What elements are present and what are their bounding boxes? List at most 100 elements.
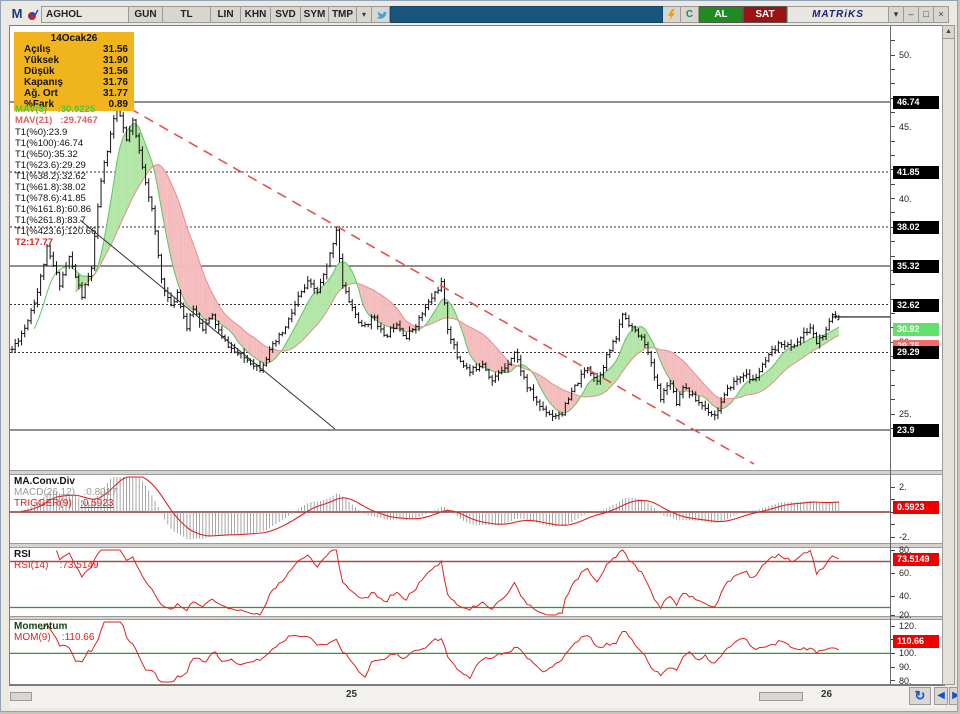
price-level-badge: 30.92 [893, 322, 939, 336]
momentum-value-badge: 110.66 [893, 634, 939, 648]
symbol-icon [25, 6, 41, 23]
chevron-down-icon[interactable]: ▾ [357, 6, 372, 23]
bar-info-row: Düşük 31.56 [24, 66, 128, 77]
price-axis[interactable]: 50.45.40.35.30.25.2.-2.80.60.40.20.120.1… [890, 26, 945, 686]
mav-slow-label: MAV(21) :29.7467 [15, 115, 98, 126]
titlebar: M AGHOL GUN TL LIN KHN SVD SYM TMP ▾ C AL SAT … [9, 6, 949, 23]
macd-pane[interactable]: MA.Conv.Div MACD(26,12) :0.8017 TRIGGER(… [10, 475, 890, 543]
toolbar-button-gun[interactable]: GUN [129, 6, 163, 23]
axis-tick [891, 83, 895, 85]
fibonacci-levels-list: T1(%0):23.9 T1(%100):46.74 T1(%50):35.32 T1… [15, 127, 97, 237]
axis-tick [891, 54, 895, 56]
axis-tick [891, 241, 895, 243]
axis-tick [891, 111, 895, 113]
price-level-badge: 38.02 [893, 221, 939, 235]
bar-info-row: Açılış 31.56 [24, 44, 128, 55]
axis-tick-label: 60. [899, 568, 912, 578]
toolbar-button-svd[interactable]: SVD [271, 6, 301, 23]
sell-button[interactable]: SAT [743, 6, 787, 23]
scroll-right-icon[interactable]: ▶ [949, 687, 957, 705]
pane-divider[interactable] [10, 470, 944, 475]
bar-info-row: Ağ. Ort 31.77 [24, 88, 128, 99]
axis-tick-label: 40. [899, 591, 912, 601]
axis-tick-label: 80. [899, 675, 912, 686]
axis-tick-label: -2. [899, 532, 910, 542]
axis-tick [891, 572, 895, 574]
axis-tick [891, 68, 895, 70]
mav-fast-label: MAV(8) :30.9225 [15, 104, 96, 115]
macd-labels: MA.Conv.Div MACD(26,12) :0.8017 TRIGGER(… [14, 476, 117, 509]
axis-tick [891, 536, 895, 538]
axis-tick [891, 524, 895, 525]
axis-tick-label: 90. [899, 662, 912, 672]
axis-tick [891, 680, 895, 682]
toolbar-button-tl[interactable]: TL [163, 6, 211, 23]
x-axis-year-label: 26 [821, 689, 833, 700]
twitter-icon[interactable] [372, 6, 390, 23]
price-pane[interactable]: 14Ocak26 Açılış 31.56 Yüksek 31.90 Düşük 31.5… [10, 26, 890, 470]
window-dropdown-icon[interactable]: ▾ [889, 6, 904, 23]
axis-tick-label: 25. [899, 409, 912, 419]
axis-tick-label: 45. [899, 121, 912, 132]
axis-tick [891, 499, 895, 500]
rsi-value-badge: 73.5149 [893, 553, 939, 567]
axis-tick [891, 183, 895, 185]
lightning-icon[interactable] [663, 6, 681, 23]
bar-info-box: 14Ocak26 Açılış 31.56 Yüksek 31.90 Düşük 31.5… [14, 32, 134, 111]
window-restore-icon[interactable]: □ [919, 6, 934, 23]
period-buttons: GUN TL LIN KHN SVD SYM TMP [129, 6, 357, 23]
symbol-box[interactable]: AGHOL [41, 6, 129, 23]
axis-tick [891, 198, 895, 200]
axis-tick [891, 212, 895, 214]
scroll-left-icon[interactable]: ◀ [934, 687, 948, 705]
hscroll-thumb-right[interactable] [759, 692, 803, 701]
t2-level-label: T2:17.77 [15, 237, 54, 248]
pane-divider[interactable] [10, 543, 944, 548]
bar-info-row: Yüksek 31.90 [24, 55, 128, 66]
pane-divider[interactable] [10, 616, 944, 620]
axis-tick [891, 413, 895, 415]
axis-tick [891, 312, 895, 314]
axis-tick-label: 50. [899, 50, 912, 60]
axis-tick-label: 2. [899, 482, 907, 492]
price-level-badge: 32.62 [893, 298, 939, 312]
x-axis-year-label: 25 [346, 689, 358, 700]
axis-tick [891, 486, 895, 488]
axis-tick [891, 666, 895, 668]
hscroll-thumb-left[interactable] [10, 692, 32, 701]
axis-tick [891, 126, 895, 128]
toolbar-button-sym[interactable]: SYM [301, 6, 329, 23]
axis-tick [891, 614, 895, 616]
axis-tick-label: 40. [899, 193, 912, 204]
axis-tick-label: 120. [899, 621, 917, 631]
axis-tick [891, 370, 895, 372]
titlebar-spacer[interactable] [390, 6, 663, 23]
brand-logo: MATRiKS [787, 6, 889, 23]
toolbar-button-tmp[interactable]: TMP [329, 6, 357, 23]
momentum-pane[interactable]: Momentum MOM(9) :110.66 [10, 620, 890, 684]
buy-button[interactable]: AL [699, 6, 743, 23]
bar-info-row: Kapanış 31.76 [24, 77, 128, 88]
window-close-icon[interactable]: × [934, 6, 949, 23]
rsi-pane[interactable]: RSI RSI(14) :73.5149 [10, 548, 890, 616]
axis-tick [891, 140, 895, 142]
scroll-up-icon[interactable]: ▲ [943, 26, 954, 39]
price-level-badge: 23.9 [893, 423, 939, 437]
price-level-badge: 41.85 [893, 166, 939, 180]
vertical-scrollbar[interactable]: ▲ [942, 25, 955, 685]
window-controls: ▾ – □ × [889, 6, 949, 23]
momentum-labels: Momentum MOM(9) :110.66 [14, 621, 95, 643]
window-minimize-icon[interactable]: – [904, 6, 919, 23]
axis-tick [891, 652, 895, 654]
toolbar-button-lin[interactable]: LIN [211, 6, 241, 23]
macd-value-badge: 0.5923 [893, 500, 939, 514]
c-button[interactable]: C [681, 6, 699, 23]
time-axis-bar: ↻ ◀ ▶ 25 26 [9, 685, 957, 708]
price-level-badge: 29.29 [893, 346, 939, 360]
refresh-icon[interactable]: ↻ [909, 687, 931, 705]
axis-tick [891, 549, 895, 551]
toolbar-button-khn[interactable]: KHN [241, 6, 271, 23]
price-level-badge: 35.32 [893, 259, 939, 273]
axis-tick-label: 80. [899, 545, 912, 555]
